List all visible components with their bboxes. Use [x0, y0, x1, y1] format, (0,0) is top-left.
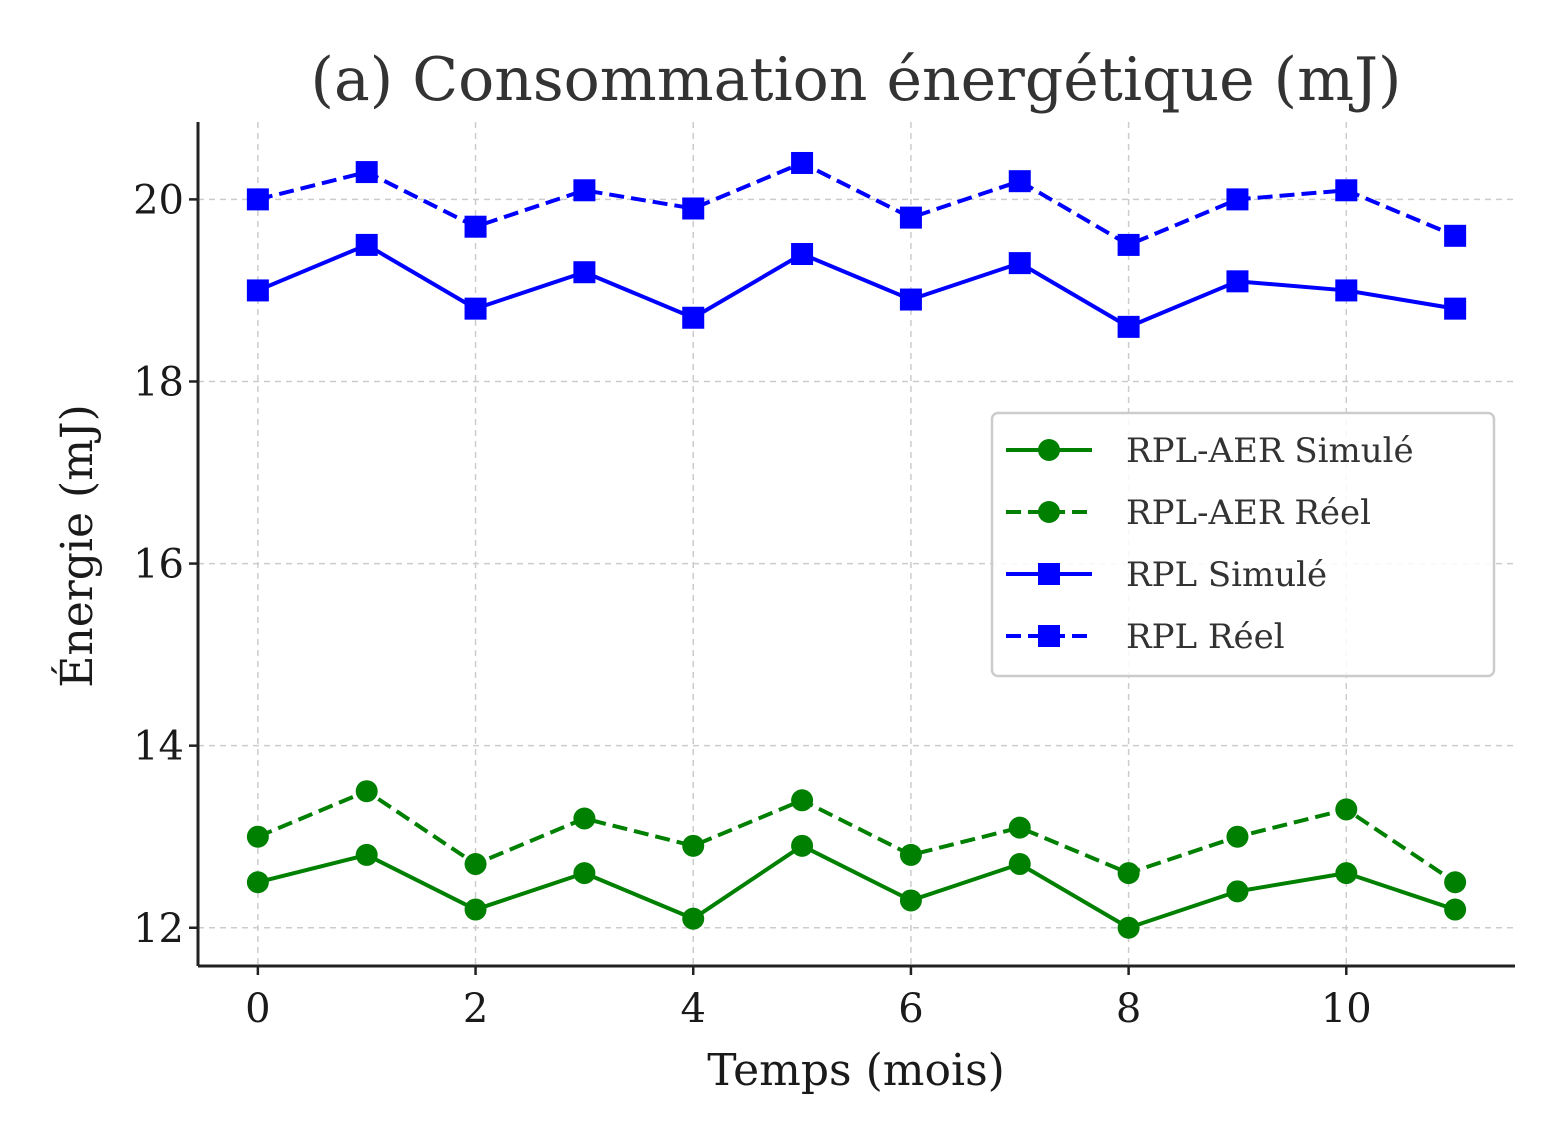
y-tick-label: 20 [133, 177, 184, 223]
x-tick-label: 10 [1321, 986, 1372, 1032]
legend-swatch-marker [1038, 439, 1060, 461]
data-point [682, 834, 705, 857]
data-point [464, 215, 487, 238]
legend-label: RPL Simulé [1126, 555, 1327, 595]
y-axis-label: Énergie (mJ) [50, 404, 103, 688]
chart-title: (a) Consommation énergétique (mJ) [311, 45, 1402, 115]
x-tick-label: 2 [463, 986, 488, 1032]
data-point [464, 898, 487, 921]
data-point [1444, 898, 1467, 921]
data-point [1226, 880, 1249, 903]
series-rpl-aer-simule [246, 834, 1467, 939]
data-point [1008, 170, 1031, 193]
legend-swatch-marker [1038, 501, 1060, 523]
data-point [899, 889, 922, 912]
data-point [1444, 871, 1467, 894]
x-tick-label: 0 [245, 986, 270, 1032]
data-point [1444, 297, 1467, 320]
data-point [246, 188, 269, 211]
data-point [791, 789, 814, 812]
data-point [1226, 825, 1249, 848]
y-tick-label: 12 [133, 906, 184, 952]
data-point [899, 843, 922, 866]
data-point [682, 197, 705, 220]
data-point [1117, 916, 1140, 939]
axes: 0 2 4 6 8 10 12 14 16 18 20 [133, 122, 1515, 1032]
series-line [257, 160, 1456, 247]
data-point [1226, 188, 1249, 211]
data-point [1008, 252, 1031, 275]
data-point [573, 807, 596, 830]
series-line [257, 843, 1456, 930]
data-point [682, 306, 705, 329]
data-point [464, 853, 487, 876]
data-point [355, 233, 378, 256]
data-point [791, 151, 814, 174]
data-point [355, 843, 378, 866]
series-layer [246, 151, 1467, 939]
data-point [573, 261, 596, 284]
data-point [573, 179, 596, 202]
data-point [1117, 315, 1140, 338]
series-rpl-aer-reel [246, 780, 1467, 894]
data-point [899, 206, 922, 229]
y-tick-label: 16 [133, 542, 184, 588]
y-tick-label: 14 [133, 724, 184, 770]
data-point [1226, 270, 1249, 293]
data-point [1008, 853, 1031, 876]
legend-swatch-marker [1038, 563, 1060, 585]
data-point [1008, 816, 1031, 839]
data-point [1117, 862, 1140, 885]
legend: RPL-AER Simulé RPL-AER Réel RPL Simulé RPL … [990, 411, 1496, 678]
series-rpl-simule [246, 233, 1467, 338]
x-tick-label: 8 [1116, 986, 1141, 1032]
x-tick-label: 6 [898, 986, 923, 1032]
data-point [464, 297, 487, 320]
data-point [791, 243, 814, 266]
series-rpl-reel [246, 151, 1467, 256]
data-point [1444, 224, 1467, 247]
series-line [257, 789, 1457, 884]
data-point [246, 279, 269, 302]
x-tick-label: 4 [681, 986, 706, 1032]
legend-label: RPL Réel [1126, 617, 1285, 657]
data-point [899, 288, 922, 311]
legend-swatch-marker [1038, 625, 1060, 647]
data-point [246, 825, 269, 848]
legend-label: RPL-AER Simulé [1126, 431, 1414, 471]
data-point [573, 862, 596, 885]
data-point [1117, 233, 1140, 256]
data-point [355, 161, 378, 184]
data-point [791, 834, 814, 857]
x-axis-label: Temps (mois) [707, 1045, 1005, 1096]
data-point [682, 907, 705, 930]
series-line [257, 242, 1456, 329]
y-tick-label: 18 [133, 359, 184, 405]
data-point [246, 871, 269, 894]
legend-box [990, 411, 1496, 678]
data-point [1335, 179, 1358, 202]
data-point [1335, 279, 1358, 302]
data-point [1335, 862, 1358, 885]
legend-label: RPL-AER Réel [1126, 493, 1371, 533]
data-point [1335, 798, 1358, 821]
data-point [355, 780, 378, 803]
